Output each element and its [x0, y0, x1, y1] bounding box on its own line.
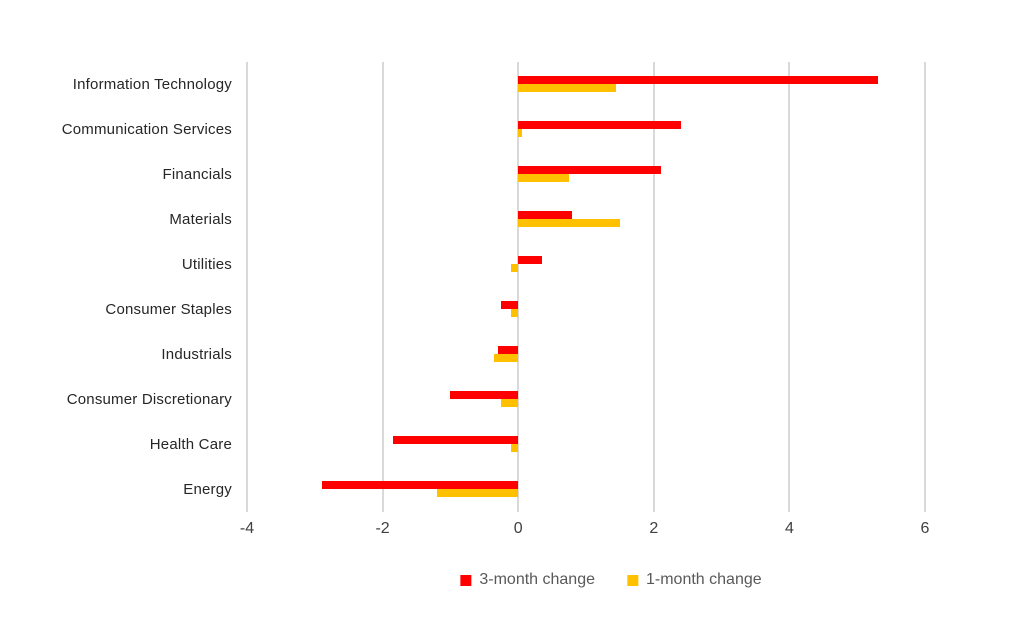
gridline-2: [652, 62, 655, 512]
category-label-materials: Materials: [169, 211, 232, 228]
plot-area: [246, 62, 926, 512]
bar-row-industrials: [247, 332, 925, 377]
legend-swatch-icon: [627, 574, 638, 586]
category-label-information-technology: Information Technology: [72, 76, 232, 93]
x-tick-label-2: 2: [649, 520, 659, 537]
bar-row-consumer-staples: [247, 287, 925, 332]
gridline-4: [788, 62, 791, 512]
bar-3-month-change-consumer-staples: [501, 301, 519, 309]
x-tick-label-4: 4: [784, 520, 794, 537]
category-label-communication-services: Communication Services: [61, 121, 232, 138]
bar-row-health-care: [247, 422, 925, 467]
bar-3-month-change-energy: [321, 481, 519, 489]
x-tick-label--4: -4: [239, 520, 255, 537]
bar-3-month-change-information-technology: [518, 76, 878, 84]
legend-label: 1-month change: [646, 571, 762, 588]
category-label-utilities: Utilities: [181, 256, 232, 273]
bar-3-month-change-consumer-discretionary: [450, 391, 519, 399]
category-label-financials: Financials: [162, 166, 232, 183]
bar-row-communication-services: [247, 107, 925, 152]
legend-swatch-icon: [460, 574, 472, 586]
legend: 3-month change 1-month change: [460, 571, 762, 589]
bar-3-month-change-financials: [518, 166, 661, 174]
category-label-health-care: Health Care: [149, 436, 232, 453]
bar-1-month-change-communication-services: [518, 129, 522, 137]
bar-row-consumer-discretionary: [247, 377, 925, 422]
bar-row-utilities: [247, 242, 925, 287]
x-axis: -4 -2 0 2 4 6: [240, 520, 930, 542]
bar-3-month-change-communication-services: [518, 121, 681, 129]
bar-3-month-change-industrials: [497, 346, 519, 354]
bar-row-financials: [247, 152, 925, 197]
legend-label: 3-month change: [479, 571, 595, 588]
category-label-consumer-staples: Consumer Staples: [105, 301, 232, 318]
bar-row-information-technology: [247, 62, 925, 107]
bar-3-month-change-materials: [518, 211, 573, 219]
bar-3-month-change-health-care: [392, 436, 519, 444]
bar-1-month-change-financials: [518, 174, 570, 182]
bar-1-month-change-materials: [518, 219, 620, 227]
bar-3-month-change-utilities: [518, 256, 542, 264]
gridline-0: [517, 62, 520, 512]
x-tick-label-6: 6: [920, 520, 930, 537]
bar-1-month-change-consumer-discretionary: [501, 399, 519, 407]
bar-1-month-change-consumer-staples: [511, 309, 519, 317]
bar-1-month-change-utilities: [511, 264, 519, 272]
bar-1-month-change-health-care: [511, 444, 519, 452]
legend-item-3-month-change: 3-month change: [460, 571, 595, 589]
category-label-consumer-discretionary: Consumer Discretionary: [66, 391, 232, 408]
bar-1-month-change-energy: [436, 489, 519, 497]
bar-row-materials: [247, 197, 925, 242]
category-label-energy: Energy: [183, 481, 232, 498]
bar-row-energy: [247, 467, 925, 512]
x-tick-label--2: -2: [375, 520, 390, 537]
bar-1-month-change-information-technology: [518, 84, 617, 92]
gridline--2: [381, 62, 384, 512]
gridline--4: [246, 62, 248, 512]
gridline-6: [924, 62, 926, 512]
legend-item-1-month-change: 1-month change: [627, 571, 762, 589]
category-label-industrials: Industrials: [161, 346, 232, 363]
x-tick-label-0: 0: [513, 520, 523, 537]
bar-1-month-change-industrials: [494, 354, 519, 362]
category-axis: Information Technology Communication Serv…: [0, 62, 232, 512]
